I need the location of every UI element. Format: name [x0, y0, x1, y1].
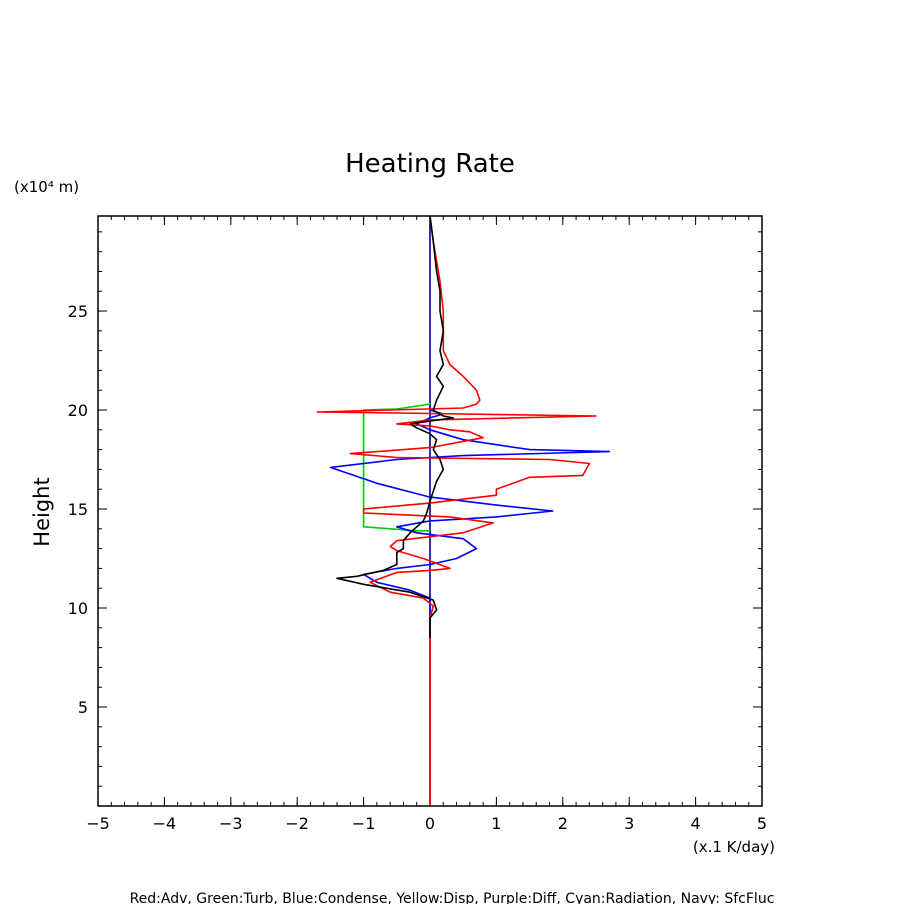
axis-ticks: −5 −4 −3 −2 −1 0 1 2 3 4 5 5 10 15 20 25 [68, 216, 767, 833]
y-tick-label: 5 [78, 698, 88, 717]
y-tick-label: 20 [68, 401, 88, 420]
x-tick-label: 3 [624, 814, 634, 833]
series-line-blue-condense [329, 409, 611, 638]
x-unit-label: (x.1 K/day) [693, 838, 775, 856]
chart-title: Heating Rate [345, 149, 515, 179]
plot-frame [97, 215, 763, 807]
series-lines [316, 215, 611, 806]
y-unit-label: (x10⁴ m) [14, 178, 79, 196]
series-line-red-adv [316, 215, 597, 806]
x-tick-label: −4 [153, 814, 177, 833]
y-tick-label: 10 [68, 599, 88, 618]
x-tick-label: 0 [425, 814, 435, 833]
y-axis-label: Height [30, 477, 54, 546]
series-line-green-turb [362, 403, 431, 532]
x-tick-label: 1 [491, 814, 501, 833]
x-tick-label: 2 [558, 814, 568, 833]
x-tick-label: 5 [757, 814, 767, 833]
x-tick-label: −2 [285, 814, 309, 833]
legend-text: Red:Adv, Green:Turb, Blue:Condense, Yell… [130, 891, 775, 904]
y-tick-label: 25 [68, 302, 88, 321]
series-line-unlabeled [336, 215, 455, 638]
x-tick-label: −1 [352, 814, 376, 833]
y-tick-label: 15 [68, 500, 88, 519]
x-tick-label: −5 [86, 814, 110, 833]
x-tick-label: 4 [691, 814, 701, 833]
x-tick-label: −3 [219, 814, 243, 833]
